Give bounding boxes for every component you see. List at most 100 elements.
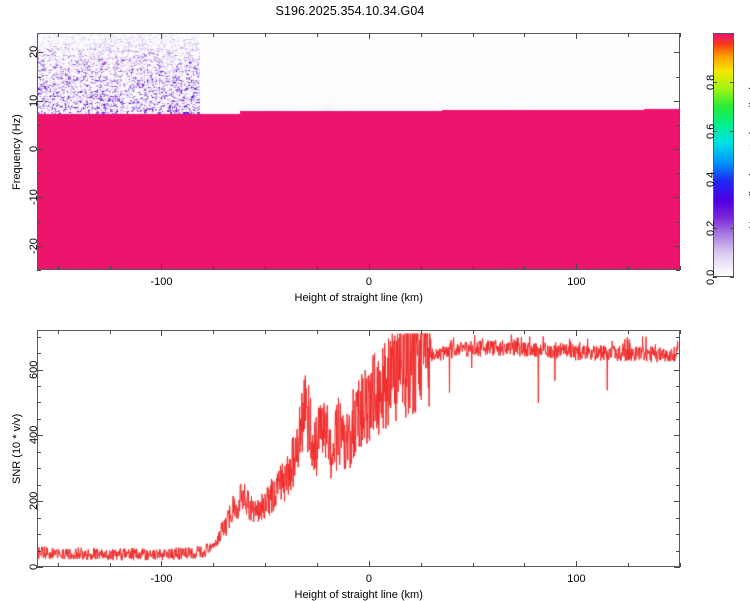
snr-y-axis-label: SNR (10 * v/v) <box>11 413 23 484</box>
y-tick <box>37 386 41 387</box>
x-tick <box>473 563 474 567</box>
y-tick <box>37 370 43 371</box>
x-tick-label: 0 <box>365 276 372 288</box>
y-tick-right <box>674 501 680 502</box>
y-tick-label: 400 <box>28 425 40 445</box>
x-tick-top <box>576 33 577 39</box>
y-tick <box>37 452 41 453</box>
colorbar-tick <box>713 179 717 180</box>
x-tick <box>524 563 525 567</box>
x-tick <box>58 266 59 270</box>
y-tick <box>37 52 43 53</box>
y-tick <box>37 246 43 247</box>
y-tick-right <box>676 468 680 469</box>
colorbar-tick <box>713 82 717 83</box>
y-tick-right <box>676 534 680 535</box>
y-tick-label: -10 <box>28 189 40 206</box>
x-tick-top <box>369 33 370 39</box>
y-tick-label: 10 <box>28 94 40 107</box>
y-tick <box>37 551 41 552</box>
x-tick-top <box>317 33 318 37</box>
snr-panel <box>37 330 680 567</box>
x-tick-label: 100 <box>567 276 586 288</box>
y-tick-right <box>676 222 680 223</box>
x-tick <box>265 563 266 567</box>
y-tick <box>37 402 41 403</box>
x-tick <box>369 561 370 567</box>
y-tick <box>37 419 41 420</box>
spectrogram-x-axis-label: Height of straight line (km) <box>294 292 423 304</box>
y-tick <box>37 77 41 78</box>
spectrogram-y-axis-label: Frequency (Hz) <box>11 113 23 190</box>
x-tick-top <box>369 330 370 336</box>
colorbar-gradient <box>713 33 734 277</box>
x-tick-top <box>473 330 474 334</box>
y-tick-label: 200 <box>28 491 40 511</box>
y-tick-right <box>676 452 680 453</box>
snr-trace-plot <box>38 331 679 566</box>
x-tick-top <box>680 33 681 37</box>
y-tick-right <box>676 77 680 78</box>
y-tick <box>37 353 41 354</box>
x-tick <box>524 266 525 270</box>
x-tick <box>369 264 370 270</box>
x-tick <box>576 264 577 270</box>
x-tick <box>317 563 318 567</box>
y-tick-right <box>676 173 680 174</box>
x-tick <box>161 561 162 567</box>
x-tick <box>58 563 59 567</box>
y-tick <box>37 222 41 223</box>
x-tick <box>421 563 422 567</box>
y-tick-right <box>676 125 680 126</box>
x-tick <box>680 563 681 567</box>
y-tick-label: 20 <box>28 46 40 59</box>
y-tick-right <box>676 386 680 387</box>
y-tick <box>37 567 43 568</box>
colorbar-tick <box>713 277 717 278</box>
spectrogram-image <box>38 34 679 269</box>
y-tick <box>37 149 43 150</box>
figure-title: S196.2025.354.10.34.G04 <box>275 4 425 18</box>
x-tick-label: 100 <box>567 573 586 585</box>
colorbar <box>713 33 734 277</box>
x-tick <box>628 266 629 270</box>
y-tick <box>37 197 43 198</box>
y-tick-right <box>674 101 680 102</box>
x-tick-top <box>524 330 525 334</box>
colorbar-tick-label: 0.0 <box>705 269 717 285</box>
x-tick <box>110 563 111 567</box>
colorbar-tick-right <box>730 131 734 132</box>
colorbar-tick-label: 0.2 <box>705 220 717 236</box>
x-tick <box>265 266 266 270</box>
y-tick <box>37 501 43 502</box>
x-tick-top <box>58 33 59 37</box>
y-tick-right <box>674 567 680 568</box>
colorbar-tick-label: 0.8 <box>705 74 717 90</box>
y-tick-right <box>676 419 680 420</box>
colorbar-tick-right <box>730 228 734 229</box>
y-tick-label: -20 <box>28 237 40 254</box>
x-tick-label: -100 <box>150 276 173 288</box>
x-tick <box>421 266 422 270</box>
x-tick-top <box>317 330 318 334</box>
y-tick-right <box>674 197 680 198</box>
x-tick-label: 0 <box>365 573 372 585</box>
x-tick-top <box>161 330 162 336</box>
y-tick <box>37 101 43 102</box>
x-tick-top <box>110 33 111 37</box>
y-tick-right <box>676 353 680 354</box>
x-tick-top <box>58 330 59 334</box>
y-tick-right <box>676 551 680 552</box>
y-tick <box>37 125 41 126</box>
colorbar-tick-label: 0.4 <box>705 171 717 187</box>
x-tick-label: -100 <box>150 573 173 585</box>
y-tick <box>37 435 43 436</box>
x-tick-top <box>265 330 266 334</box>
x-tick-top <box>110 330 111 334</box>
y-tick <box>37 468 41 469</box>
y-tick-label: 600 <box>28 360 40 379</box>
y-tick-right <box>674 246 680 247</box>
colorbar-tick-right <box>730 82 734 83</box>
y-tick <box>37 534 41 535</box>
